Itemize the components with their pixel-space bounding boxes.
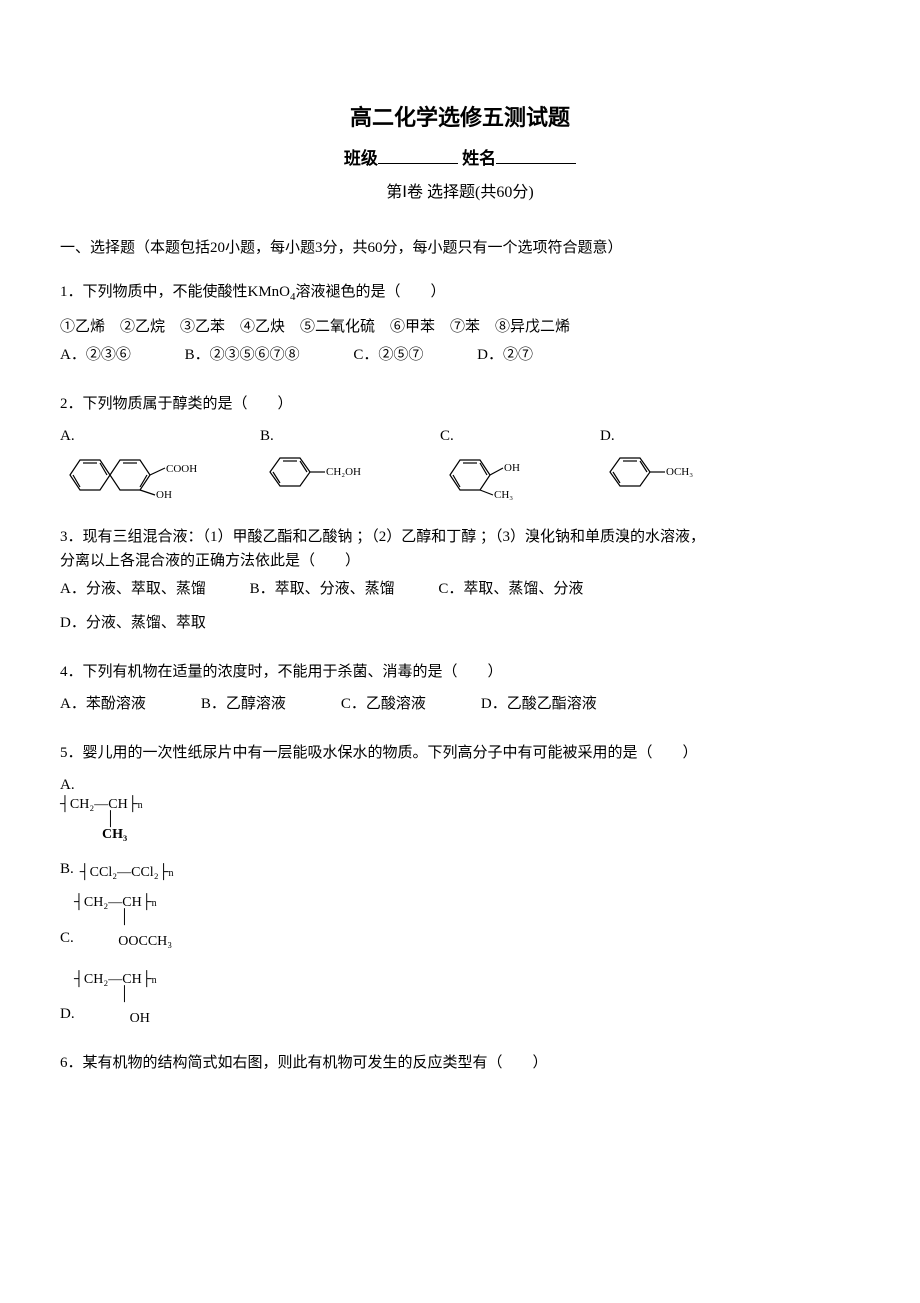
- q5-B-formula: ┤CCl₂—CCl₂├n: [80, 865, 174, 880]
- q3-optD: D．分液、蒸馏、萃取: [60, 611, 860, 635]
- q2-labelB: B.: [260, 424, 380, 448]
- q3-line1: 3．现有三组混合液：（1）甲酸乙酯和乙酸钠 ；（2）乙醇和丁醇 ；（3）溴化钠和…: [60, 525, 860, 549]
- q5-B: B. ┤CCl₂—CCl₂├n: [60, 857, 860, 881]
- q4-optC: C．乙酸溶液: [341, 692, 426, 716]
- q1-prefix: 1．下列物质中，不能使酸性KMnO: [60, 284, 290, 300]
- q5-labelA: A.: [60, 773, 75, 797]
- q3-options-row1: A．分液、萃取、蒸馏 B．萃取、分液、蒸馏 C．萃取、蒸馏、分液: [60, 577, 860, 601]
- q4-optD: D．乙酸乙酯溶液: [481, 692, 597, 716]
- q5-C-wrap: ┤CH₂—CH├n │ C. OOCCH₃: [60, 895, 860, 950]
- q1-optD: D．②⑦: [477, 343, 533, 367]
- q2-labelD: D.: [600, 424, 710, 448]
- benzene-ch2oh-icon: CH₂OH: [260, 450, 380, 495]
- q2-B: B. CH₂OH: [260, 424, 380, 495]
- q2-D: D. OCH₃: [600, 424, 710, 495]
- name-label: 姓名: [462, 149, 496, 168]
- instructions: 一、选择题（本题包括20小题，每小题3分，共60分，每小题只有一个选项符合题意）: [60, 236, 860, 260]
- question-6: 6．某有机物的结构简式如右图，则此有机物可发生的反应类型有（ ）: [60, 1051, 860, 1075]
- q3-optC: C．萃取、蒸馏、分液: [438, 577, 583, 601]
- question-1: 1．下列物质中，不能使酸性KMnO4溶液褪色的是（ ） ①乙烯 ②乙烷 ③乙苯 …: [60, 280, 860, 367]
- q5-D-wrap: ┤CH₂—CH├n │ D. OH: [60, 972, 860, 1027]
- section-title: 第Ⅰ卷 选择题(共60分): [60, 180, 860, 206]
- q5-A-formula: ┤CH₂—CH├n │ CH₃: [60, 797, 860, 843]
- benzene-oh-ch3-icon: OH CH₃: [440, 450, 540, 500]
- q4-optB: B．乙醇溶液: [201, 692, 286, 716]
- svg-text:CH₂OH: CH₂OH: [326, 466, 361, 478]
- q5-C-formula: ┤CH₂—CH├n │: [60, 895, 860, 926]
- page-title: 高二化学选修五测试题: [60, 100, 860, 135]
- q4-optA: A．苯酚溶液: [60, 692, 146, 716]
- question-2: 2．下列物质属于醇类的是（ ） A. COOH OH: [60, 392, 860, 500]
- q3-optA: A．分液、萃取、蒸馏: [60, 577, 206, 601]
- naphthalene-icon: COOH OH: [60, 450, 200, 500]
- svg-text:OH: OH: [504, 462, 520, 474]
- q2-labelA: A.: [60, 424, 200, 448]
- svg-text:OH: OH: [156, 489, 172, 500]
- q2-A: A. COOH OH: [60, 424, 200, 500]
- q2-options: A. COOH OH B.: [60, 424, 860, 500]
- q4-options: A．苯酚溶液 B．乙醇溶液 C．乙酸溶液 D．乙酸乙酯溶液: [60, 692, 860, 716]
- q1-options: A．②③⑥ B．②③⑤⑥⑦⑧ C．②⑤⑦ D．②⑦: [60, 343, 860, 367]
- q1-optB: B．②③⑤⑥⑦⑧: [185, 343, 300, 367]
- svg-text:COOH: COOH: [166, 463, 197, 475]
- q1-suffix: 溶液褪色的是（ ）: [296, 284, 446, 300]
- q3-optB: B．萃取、分液、蒸馏: [250, 577, 395, 601]
- q1-optA: A．②③⑥: [60, 343, 131, 367]
- question-5: 5．婴儿用的一次性纸尿片中有一层能吸水保水的物质。下列高分子中有可能被采用的是（…: [60, 741, 860, 1027]
- class-label: 班级: [344, 149, 378, 168]
- q3-line2: 分离以上各混合液的正确方法依此是（ ）: [60, 549, 860, 573]
- q5-D-formula: ┤CH₂—CH├n │: [60, 972, 860, 1003]
- q5-C-group: OOCCH₃: [80, 934, 172, 949]
- benzene-och3-icon: OCH₃: [600, 450, 710, 495]
- q6-text: 6．某有机物的结构简式如右图，则此有机物可发生的反应类型有（ ）: [60, 1051, 860, 1075]
- q1-text: 1．下列物质中，不能使酸性KMnO4溶液褪色的是（ ）: [60, 280, 860, 307]
- svg-text:CH₃: CH₃: [494, 489, 513, 500]
- q4-text: 4．下列有机物在适量的浓度时，不能用于杀菌、消毒的是（ ）: [60, 660, 860, 684]
- q5-A: A.: [60, 773, 860, 797]
- q5-labelD: D.: [60, 1002, 75, 1026]
- q2-text: 2．下列物质属于醇类的是（ ）: [60, 392, 860, 416]
- name-blank: [496, 147, 576, 164]
- q5-D-group: OH: [81, 1011, 150, 1026]
- q2-labelC: C.: [440, 424, 540, 448]
- q5-labelC: C.: [60, 926, 74, 950]
- q2-C: C. OH CH₃: [440, 424, 540, 500]
- q1-items: ①乙烯 ②乙烷 ③乙苯 ④乙炔 ⑤二氧化硫 ⑥甲苯 ⑦苯 ⑧异戊二烯: [60, 315, 860, 339]
- class-blank: [378, 147, 458, 164]
- q1-optC: C．②⑤⑦: [353, 343, 423, 367]
- svg-text:OCH₃: OCH₃: [666, 466, 693, 478]
- question-3: 3．现有三组混合液：（1）甲酸乙酯和乙酸钠 ；（2）乙醇和丁醇 ；（3）溴化钠和…: [60, 525, 860, 635]
- q5-text: 5．婴儿用的一次性纸尿片中有一层能吸水保水的物质。下列高分子中有可能被采用的是（…: [60, 741, 860, 765]
- question-4: 4．下列有机物在适量的浓度时，不能用于杀菌、消毒的是（ ） A．苯酚溶液 B．乙…: [60, 660, 860, 716]
- q5-labelB: B.: [60, 857, 74, 881]
- student-info-line: 班级 姓名: [60, 145, 860, 172]
